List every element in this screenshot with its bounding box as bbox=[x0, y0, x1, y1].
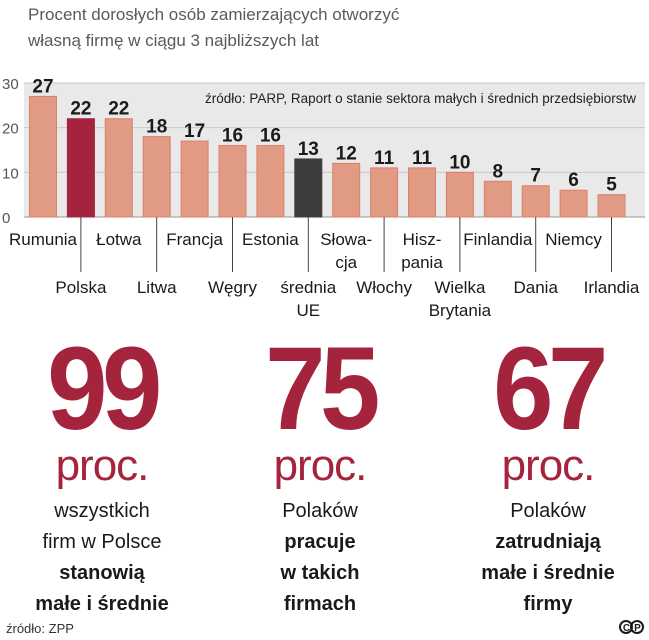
x-tick-label: Litwa bbox=[137, 278, 177, 297]
bar bbox=[445, 171, 474, 218]
x-tick-label: Finlandia bbox=[463, 230, 533, 249]
x-tick-label: Włochy bbox=[356, 278, 412, 297]
logo-p-icon: P bbox=[630, 620, 644, 634]
bar bbox=[29, 95, 57, 218]
footer-source: źródło: ZPP bbox=[6, 621, 74, 636]
x-tick-label: Irlandia bbox=[584, 278, 640, 297]
stat-desc-line: stanowią bbox=[59, 562, 145, 584]
bar-chart: 0 10 20 30 źródło: PARP, Raport o stanie sek… bbox=[2, 76, 645, 320]
x-tick-label: Francja bbox=[166, 230, 223, 249]
chart-title: Procent dorosłych osób zamierzających ot… bbox=[28, 2, 628, 54]
bar-value-label: 11 bbox=[374, 148, 395, 169]
x-tick-label: Węgry bbox=[208, 278, 258, 297]
stat-number: 99 bbox=[47, 323, 162, 455]
x-tick-label: Estonia bbox=[242, 230, 299, 249]
bar bbox=[142, 136, 171, 218]
bar bbox=[218, 145, 247, 218]
x-tick-label: Rumunia bbox=[9, 230, 78, 249]
bar-value-label: 18 bbox=[146, 117, 167, 138]
bar bbox=[483, 180, 512, 218]
bar bbox=[256, 145, 285, 218]
stat-unit: proc. bbox=[273, 441, 368, 490]
stat-desc-line: firmy bbox=[523, 593, 573, 615]
x-tick-label: pania bbox=[401, 253, 443, 272]
y-tick-label: 10 bbox=[2, 165, 19, 182]
stat-block-employers: 67 proc. Polaków zatrudniają małe i śred… bbox=[448, 330, 648, 620]
stat-description: wszystkich firm w Polsce stanowią małe i… bbox=[2, 496, 202, 620]
stat-desc-line: firm w Polsce bbox=[42, 531, 162, 553]
bar-value-label: 16 bbox=[260, 126, 281, 147]
stat-description: Polaków zatrudniają małe i średnie firmy bbox=[448, 496, 648, 620]
bar-value-label: 8 bbox=[493, 161, 504, 182]
bar-value-label: 12 bbox=[336, 143, 357, 164]
stat-desc-line: małe i średnie bbox=[35, 593, 169, 615]
stat-description: Polaków pracuje w takich firmach bbox=[220, 496, 420, 620]
chart-title-line-1: Procent dorosłych osób zamierzających ot… bbox=[28, 5, 400, 24]
stat-number: 75 bbox=[265, 323, 380, 455]
bar-value-label: 16 bbox=[222, 126, 243, 147]
x-tick-label: UE bbox=[296, 301, 320, 320]
x-tick-label: Słowa- bbox=[320, 230, 372, 249]
bar bbox=[104, 118, 133, 218]
stat-desc-line: zatrudniają bbox=[495, 531, 601, 553]
stat-desc-line: wszystkich bbox=[54, 500, 150, 522]
stat-unit: proc. bbox=[55, 441, 150, 490]
stat-unit: proc. bbox=[501, 441, 596, 490]
stat-desc-line: w takich bbox=[280, 562, 360, 584]
stat-desc-line: Polaków bbox=[282, 500, 358, 522]
bar-value-label: 5 bbox=[606, 175, 617, 196]
bar-value-label: 6 bbox=[568, 170, 579, 191]
stat-desc-line: firmach bbox=[283, 593, 357, 615]
bar-value-label: 22 bbox=[108, 99, 129, 120]
stat-desc-line: małe i średnie bbox=[481, 562, 615, 584]
bar bbox=[180, 140, 209, 218]
chart-title-line-2: własną firmę w ciągu 3 najbliższych lat bbox=[28, 31, 320, 50]
bar bbox=[408, 167, 436, 218]
chart-source-note: źródło: PARP, Raport o stanie sektora ma… bbox=[205, 91, 636, 106]
stat-desc-line: pracuje bbox=[284, 531, 356, 553]
bar bbox=[66, 118, 95, 218]
x-tick-label: Dania bbox=[513, 278, 558, 297]
bar bbox=[332, 162, 361, 218]
bar bbox=[370, 167, 399, 218]
bar-value-label: 10 bbox=[449, 152, 470, 173]
bar bbox=[521, 185, 550, 218]
y-tick-label: 30 bbox=[2, 76, 19, 93]
bar-value-label: 7 bbox=[530, 166, 541, 187]
x-tick-label: Niemcy bbox=[545, 230, 602, 249]
bar-value-label: 13 bbox=[298, 139, 319, 160]
y-tick-label: 0 bbox=[2, 210, 10, 227]
bar-value-label: 22 bbox=[70, 99, 91, 120]
stat-number: 67 bbox=[493, 323, 608, 455]
x-tick-label: Łotwa bbox=[96, 230, 142, 249]
stat-block-employees: 75 proc. Polaków pracuje w takich firmac… bbox=[220, 330, 420, 620]
bar bbox=[597, 194, 626, 218]
bar-value-label: 27 bbox=[32, 76, 53, 97]
x-tick-label: cja bbox=[335, 253, 357, 272]
stat-desc-line: Polaków bbox=[510, 500, 586, 522]
stat-block-firms: 99 proc. wszystkich firm w Polsce stanow… bbox=[2, 330, 202, 620]
x-tick-label: Brytania bbox=[429, 301, 492, 320]
bar-value-label: 17 bbox=[184, 121, 205, 142]
bar-value-label: 11 bbox=[412, 148, 433, 169]
bar bbox=[294, 158, 323, 218]
x-tick-label: średnia bbox=[280, 278, 336, 297]
x-tick-label: Wielka bbox=[434, 278, 486, 297]
bar bbox=[559, 189, 588, 218]
y-tick-label: 20 bbox=[2, 121, 19, 138]
x-tick-label: Polska bbox=[55, 278, 107, 297]
x-tick-label: Hisz- bbox=[403, 230, 442, 249]
